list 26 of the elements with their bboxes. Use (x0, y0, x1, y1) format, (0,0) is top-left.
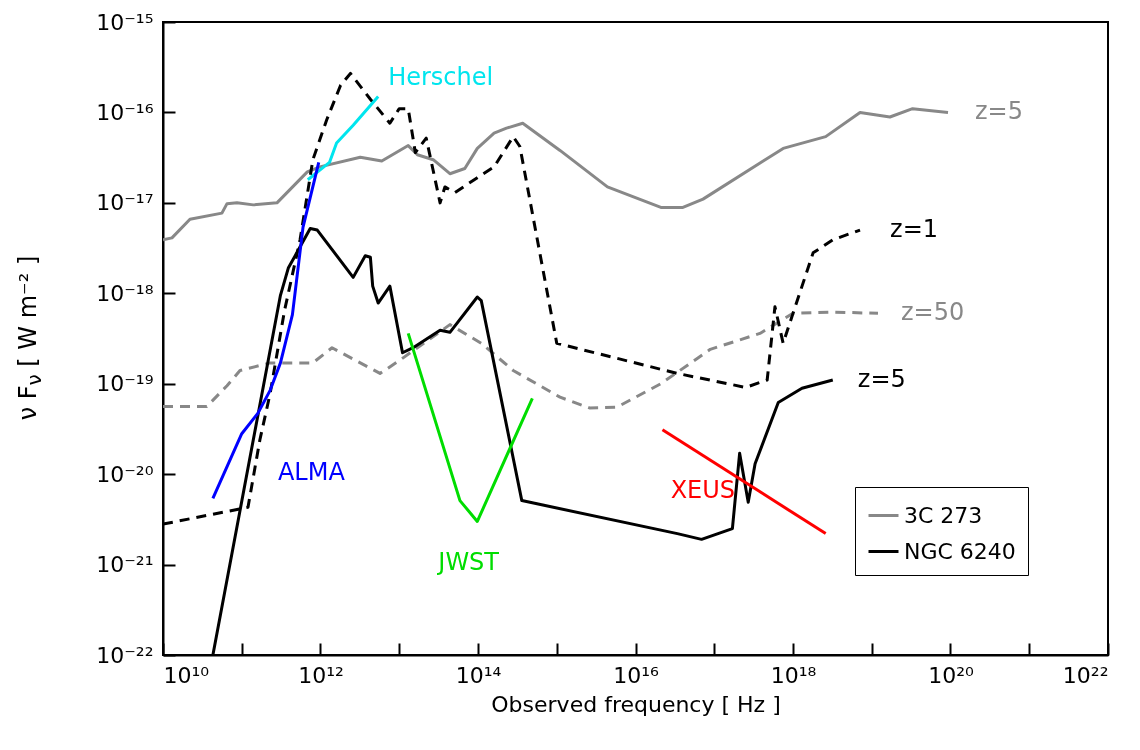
annotation: z=50 (900, 298, 965, 327)
annotation: XEUS (670, 475, 736, 504)
y-tick-label: 10⁻¹⁹ (96, 371, 154, 397)
x-tick-label: 10¹⁴ (455, 662, 502, 688)
y-tick-label: 10⁻¹⁸ (96, 280, 154, 306)
y-tick-label: 10⁻¹⁶ (96, 99, 154, 125)
annotation: z=5 (975, 97, 1023, 126)
annotation: JWST (436, 548, 500, 577)
y-tick-label: 10⁻¹⁵ (96, 9, 154, 35)
y-tick-label: 10⁻²⁰ (96, 461, 154, 487)
x-tick-label: 10¹² (298, 662, 344, 688)
legend-label: 3C 273 (904, 502, 983, 528)
x-tick-label: 10¹⁶ (613, 662, 659, 688)
x-tick-label: 10¹⁸ (770, 662, 817, 688)
x-tick-label: 10¹⁰ (163, 662, 210, 688)
annotation: z=5 (857, 364, 906, 393)
x-tick-label: 10²² (1062, 662, 1109, 688)
x-axis-title: Observed frequency [ Hz ] (491, 691, 781, 717)
x-tick-label: 10²⁰ (928, 662, 974, 688)
y-tick-label: 10⁻²² (96, 642, 154, 668)
annotation: ALMA (277, 458, 346, 487)
y-tick-label: 10⁻¹⁷ (96, 190, 154, 216)
legend-label: NGC 6240 (904, 538, 1016, 564)
annotation: z=1 (890, 215, 939, 244)
annotation: Herschel (388, 62, 494, 91)
y-tick-label: 10⁻²¹ (96, 552, 154, 578)
